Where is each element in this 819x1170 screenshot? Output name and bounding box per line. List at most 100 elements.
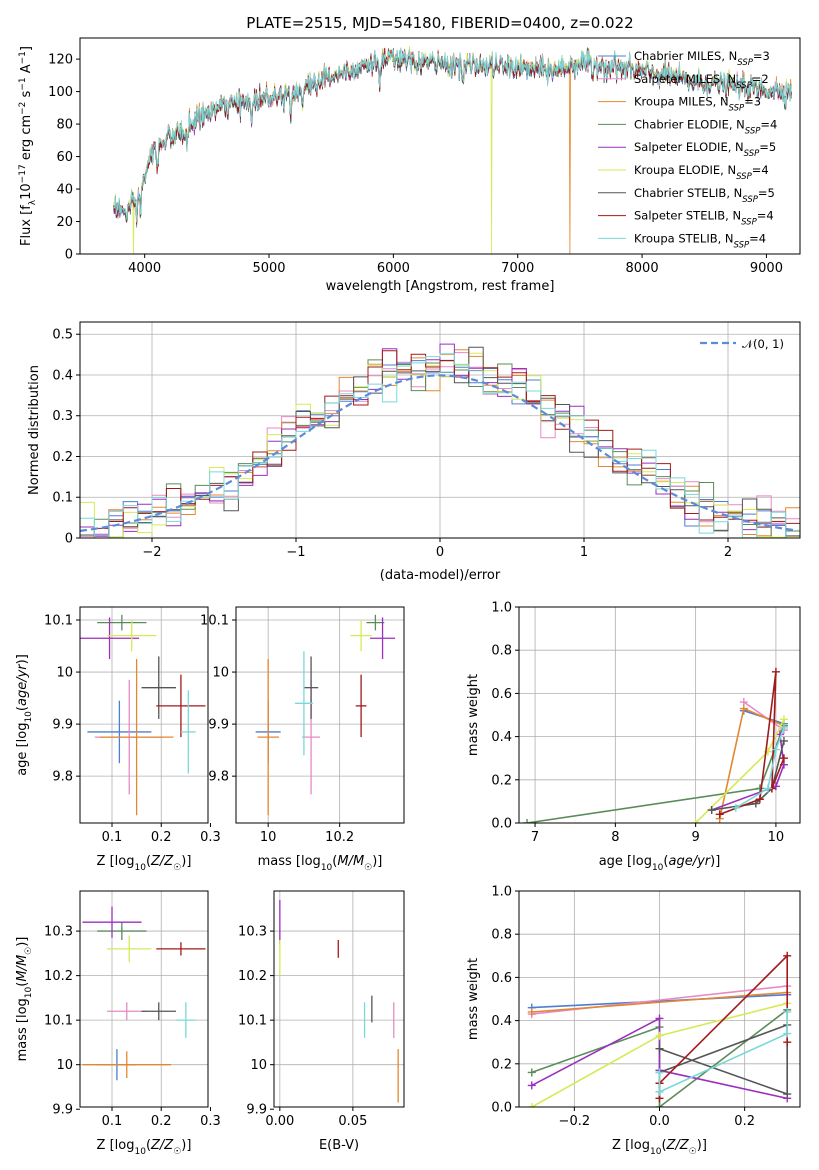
error-bar-point [303,656,319,719]
weight-marker [779,723,788,732]
error-bar-point [107,620,157,652]
x-axis-label: mass [log10(M/M☉)] [258,854,383,873]
y-tick-label: 10.3 [44,925,73,940]
weight-marker [655,1044,664,1053]
x-tick-label: 10 [260,830,277,845]
x-axis-label: Z [log10(Z/Z☉)] [612,1138,707,1157]
y-tick-label: 120 [48,53,73,68]
y-tick-label: 10.2 [238,969,267,984]
y-tick-label: 10 [212,666,229,681]
x-tick-label: 10 [768,830,785,845]
axes-frame [79,606,209,824]
x-tick-label: 0.0 [649,1114,670,1129]
legend-label: Salpeter MILES, NSSP=2 [634,72,769,91]
x-tick-label: 10.2 [325,830,354,845]
axes-frame [79,37,801,255]
error-bar-point [294,651,313,756]
error-bar-point [141,656,176,719]
legend-label: 𝒩(0, 1) [742,337,784,351]
x-axis-label: Z [log10(Z/Z☉)] [97,854,192,873]
weight-marker [771,667,780,676]
x-tick-label: 0.2 [734,1114,755,1129]
x-tick-label: 2 [724,545,732,560]
weight-marker [527,1007,536,1016]
weight-marker [731,803,740,812]
legend-label: Kroupa ELODIE, NSSP=4 [634,163,769,182]
weight-line [531,1017,788,1100]
y-tick-label: 10.1 [238,1014,267,1029]
y-tick-label: 9.8 [52,770,73,785]
legend: 𝒩(0, 1) [700,337,784,351]
y-tick-label: 40 [56,183,73,198]
y-tick-label: 10 [250,1058,267,1073]
axes-frame [79,890,209,1108]
weight-line [659,1023,788,1096]
panel-residuals: −2 −1 0 1 2 0 0.1 0.2 0.3 0.4 0.5 (data-model)/erro… [27,321,801,583]
x-tick-label: 0.3 [200,1114,221,1129]
x-tick-label: 0.3 [200,830,221,845]
x-tick-label: 0.1 [102,1114,123,1129]
plot-area-weight_vs_Z [519,891,800,1107]
weight-marker [739,704,748,713]
x-tick-label: −0.2 [559,1114,591,1129]
y-tick-label: 0.8 [491,928,512,943]
legend-label: Chabrier MILES, NSSP=3 [634,49,770,68]
y-tick-label: 80 [56,118,73,133]
x-tick-label: 4000 [128,261,161,276]
legend-label: Kroupa MILES, NSSP=3 [634,95,761,114]
x-tick-label: 9 [691,830,699,845]
weight-marker [763,784,772,793]
weight-marker [779,715,788,724]
x-tick-label: 5000 [252,261,285,276]
weight-marker [783,951,792,960]
x-tick-label: 7 [531,830,539,845]
y-tick-label: 1.0 [491,885,512,900]
weight-marker [755,784,764,793]
plot-area-mass_vs_EBV [274,891,404,1107]
plot-area-weight_vs_age [519,607,800,823]
normal-curve [80,374,798,532]
panel-spectrum: 4000 5000 6000 7000 8000 9000 0 20 40 60 80 100 120 w… [18,37,801,294]
error-bar-point [257,659,279,816]
weight-marker [527,1081,536,1090]
y-tick-label: 9.9 [246,1103,267,1118]
x-tick-label: 0.00 [265,1114,294,1129]
panel-mass_vs_Z: 0.1 0.2 0.3 9.9 10 10.1 10.2 10.3 Z [log10(Z/Z☉)… [15,890,221,1157]
y-tick-label: 0.4 [491,1014,512,1029]
y-tick-label: 60 [56,150,73,165]
error-bar-point [82,906,142,938]
x-tick-label: 0.1 [102,830,123,845]
error-bar-point [180,690,196,774]
legend-label: Chabrier ELODIE, NSSP=4 [634,117,777,136]
weight-marker [691,819,700,823]
y-tick-label: 9.9 [52,718,73,733]
y-tick-label: 0.5 [52,328,73,343]
weight-marker [655,1014,664,1023]
weight-marker [655,1068,664,1077]
weight-marker [783,1090,792,1099]
y-tick-label: 0 [65,248,73,263]
x-axis-label: Z [log10(Z/Z☉)] [97,1138,192,1157]
y-tick-label: 0.0 [491,1101,512,1116]
y-tick-label: 9.9 [52,1103,73,1118]
x-axis-label: age [log10(age/yr)] [599,854,721,873]
error-bar-point [355,674,367,738]
weight-marker [779,736,788,745]
x-tick-label: 6000 [377,261,410,276]
panel-weight_vs_Z: −0.2 0.0 0.2 0.0 0.2 0.4 0.6 0.8 1.0 Z [log10(Z/Z… [466,885,801,1157]
panel-age_vs_Z: 0.1 0.2 0.3 9.8 9.9 10 10.1 Z [log10(Z/Z☉)] age … [15,606,221,873]
y-axis-label: mass weight [466,958,481,1040]
error-bar-point [370,617,396,660]
x-tick-label: 9000 [750,261,783,276]
y-tick-label: 10 [56,1058,73,1073]
weight-line [743,701,785,731]
error-bar-point [97,614,147,631]
error-bar-point [107,1002,147,1021]
figure-title: PLATE=2515, MJD=54180, FIBERID=0400, z=0… [246,14,633,32]
y-tick-label: 0.1 [52,491,73,506]
y-tick-label: 10.1 [44,1014,73,1029]
y-tick-label: 100 [48,85,73,100]
y-axis-label: mass [log10(M/M☉)] [15,937,34,1062]
x-tick-label: 8 [611,830,619,845]
